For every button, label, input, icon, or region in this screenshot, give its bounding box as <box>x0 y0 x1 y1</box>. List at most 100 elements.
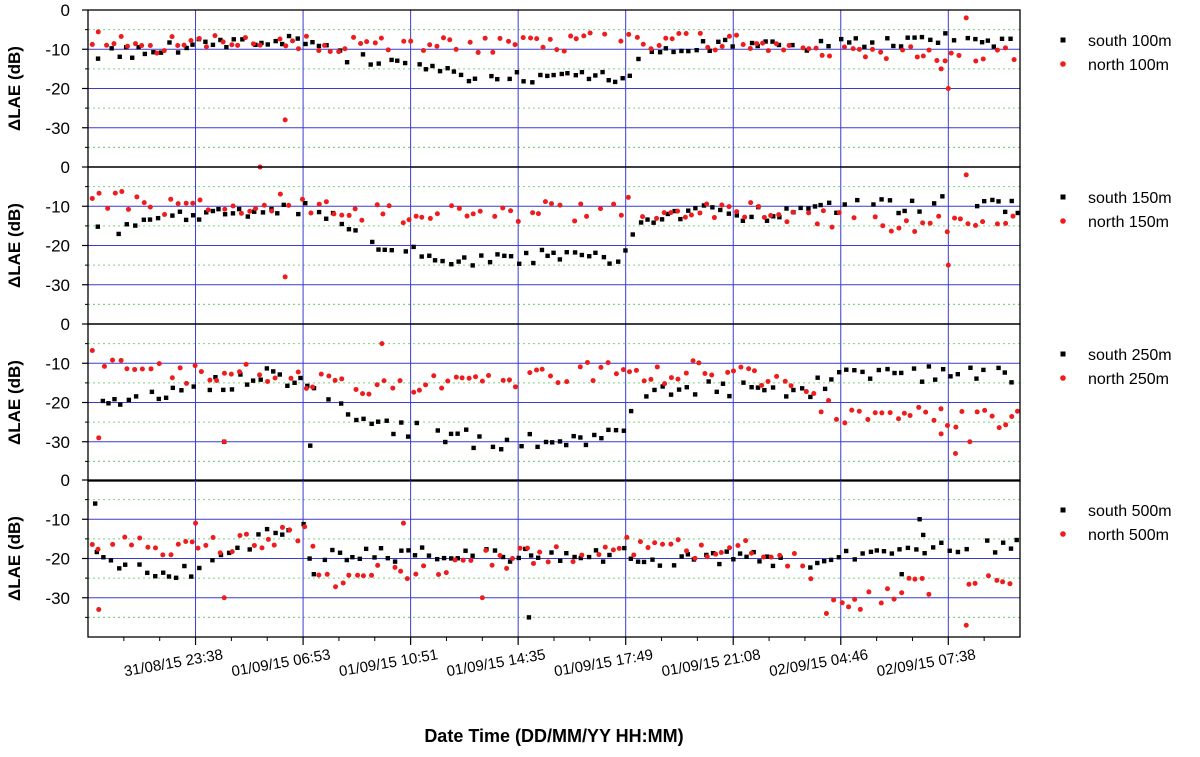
data-point <box>412 553 418 558</box>
data-point <box>210 558 215 563</box>
data-point <box>133 394 139 399</box>
data-point <box>891 596 897 602</box>
data-point <box>953 424 959 430</box>
data-point <box>301 521 306 527</box>
data-point <box>963 15 969 21</box>
data-point <box>524 545 530 551</box>
data-point <box>613 427 619 433</box>
data-point <box>168 196 174 202</box>
legend-label: north 150m <box>1088 214 1169 231</box>
data-point <box>826 397 832 403</box>
data-point <box>133 223 138 228</box>
data-point <box>922 550 927 556</box>
data-point <box>177 365 183 371</box>
data-point <box>781 47 787 53</box>
data-point <box>862 44 867 50</box>
data-point <box>965 221 971 227</box>
data-point <box>587 30 593 36</box>
data-point <box>117 566 122 571</box>
data-point <box>579 552 585 558</box>
data-point <box>820 208 826 214</box>
data-point <box>440 258 445 264</box>
data-point <box>207 387 213 393</box>
data-point <box>398 568 404 574</box>
data-point <box>100 398 106 404</box>
data-point <box>656 42 662 48</box>
data-point <box>523 250 529 256</box>
data-point <box>777 552 783 558</box>
data-point <box>167 40 172 45</box>
data-point <box>363 546 369 552</box>
data-point <box>770 385 776 390</box>
data-point <box>311 572 317 577</box>
data-point <box>675 376 681 382</box>
data-point <box>668 375 674 381</box>
data-point <box>564 551 569 556</box>
data-point <box>760 40 766 46</box>
data-point <box>1000 540 1006 545</box>
data-point <box>853 36 858 41</box>
data-point <box>193 520 199 526</box>
x-tick-label: 01/09/15 21:08 <box>660 646 762 680</box>
data-point <box>940 367 946 372</box>
data-point <box>443 570 449 576</box>
data-point <box>957 216 963 222</box>
data-point <box>427 215 433 221</box>
data-point <box>308 443 313 448</box>
data-point <box>212 33 218 39</box>
data-point <box>602 544 608 550</box>
legend-entry: south 150m <box>1060 190 1172 207</box>
data-point <box>445 378 451 384</box>
data-point <box>981 198 987 204</box>
data-point <box>92 501 98 506</box>
data-point <box>842 202 847 207</box>
data-point <box>765 378 771 384</box>
data-point <box>730 44 735 49</box>
data-point <box>1011 57 1017 63</box>
data-point <box>530 210 536 216</box>
data-point <box>175 42 181 48</box>
data-point <box>663 35 669 41</box>
data-point <box>654 364 660 370</box>
data-point <box>132 41 138 47</box>
data-point <box>108 558 114 563</box>
data-point <box>675 208 681 214</box>
data-point <box>812 204 818 209</box>
data-point <box>573 36 579 42</box>
data-point <box>189 539 195 545</box>
data-point <box>402 60 408 66</box>
data-point <box>386 203 392 209</box>
data-point <box>637 539 643 545</box>
x-tick-label: 01/09/15 17:49 <box>553 646 655 680</box>
data-point <box>834 416 840 422</box>
data-point <box>456 205 462 211</box>
data-point <box>761 554 767 560</box>
data-point <box>489 562 495 568</box>
data-point <box>581 33 587 39</box>
data-point <box>298 375 303 381</box>
data-point <box>630 232 635 237</box>
data-point <box>755 43 760 49</box>
legend-label: south 100m <box>1088 33 1172 50</box>
data-point <box>994 47 1000 53</box>
y-axis-label: ΔLAE (dB) <box>5 203 24 288</box>
data-point <box>288 375 294 381</box>
data-point <box>644 394 649 399</box>
data-point <box>521 79 526 84</box>
data-point <box>641 559 647 565</box>
data-point <box>156 396 161 402</box>
data-point <box>846 604 852 610</box>
data-point <box>230 203 236 209</box>
data-point <box>757 559 762 564</box>
data-point <box>896 416 902 422</box>
data-point <box>502 253 507 259</box>
data-point <box>648 376 654 382</box>
data-point <box>963 622 969 628</box>
data-point <box>96 435 102 441</box>
data-point <box>965 35 971 41</box>
data-point <box>399 548 404 553</box>
data-point <box>374 382 380 388</box>
y-axis-label: ΔLAE (dB) <box>5 360 24 445</box>
data-point <box>506 377 512 383</box>
data-point <box>89 41 95 47</box>
